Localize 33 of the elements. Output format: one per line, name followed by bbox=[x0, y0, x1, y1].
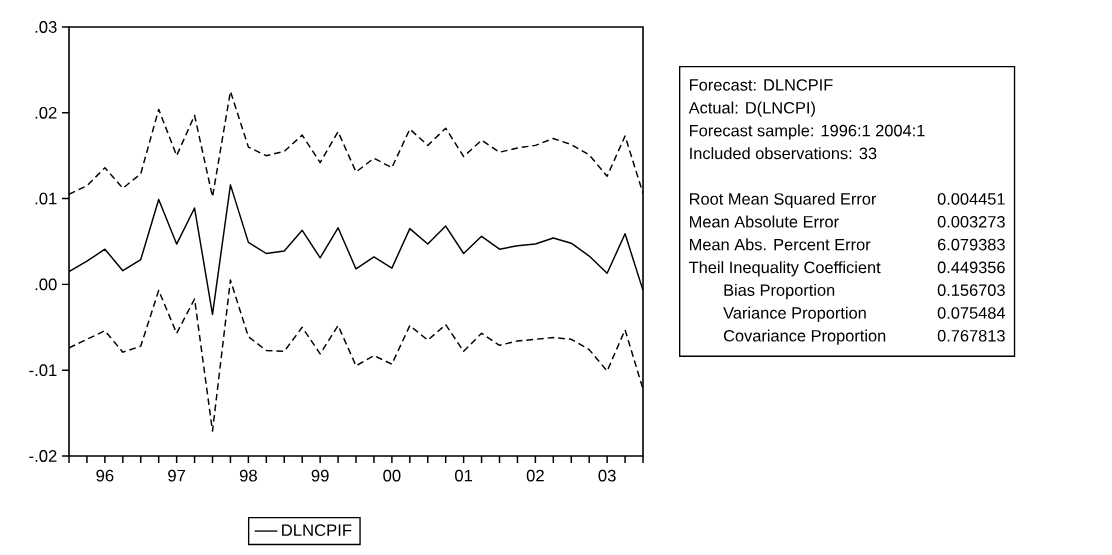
category-label: Mean Absolute Error bbox=[690, 215, 839, 228]
legend-label: DLNCPIF bbox=[282, 524, 352, 537]
x-tick-label: 97 bbox=[168, 469, 186, 482]
x-tick-label: 00 bbox=[383, 469, 401, 482]
text: Forecast sample: 1996:1 2004:1 bbox=[690, 124, 925, 140]
category-label: Variance Proportion bbox=[723, 306, 866, 323]
text: Forecast: DLNCPIF bbox=[690, 79, 833, 91]
x-tick-label: 02 bbox=[526, 469, 544, 482]
category-label: Root Mean Squared Error bbox=[690, 192, 877, 209]
y-tick-label: -.01 bbox=[29, 364, 57, 377]
text: Actual: D(LNCPI) bbox=[688, 101, 815, 117]
data-label: 0.449356 bbox=[937, 261, 1005, 274]
data-label: 0.767813 bbox=[937, 329, 1005, 342]
category-label: Theil Inequality Coefficient bbox=[689, 261, 881, 277]
x-tick-label: 99 bbox=[311, 469, 329, 482]
text: Included observations: 33 bbox=[690, 147, 877, 160]
x-tick-label: 01 bbox=[455, 469, 473, 482]
data-label: 0.156703 bbox=[937, 284, 1005, 296]
x-tick-label: 03 bbox=[598, 469, 616, 482]
data-label: 6.079383 bbox=[937, 238, 1005, 251]
data-label: 0.004451 bbox=[937, 193, 1005, 205]
category-label: Bias Proportion bbox=[724, 283, 835, 300]
y-tick-label: .01 bbox=[35, 192, 57, 205]
category-label: Mean Abs. Percent Error bbox=[690, 238, 871, 251]
data-label: 0.075484 bbox=[937, 307, 1006, 319]
x-tick-label: 98 bbox=[239, 469, 257, 482]
y-tick-label: .03 bbox=[35, 21, 57, 33]
category-label: Covariance Proportion bbox=[723, 329, 886, 345]
data-label: 0.003273 bbox=[937, 215, 1005, 228]
y-tick-label: .02 bbox=[35, 106, 57, 119]
y-tick-label: -.02 bbox=[29, 450, 57, 462]
x-tick-label: 96 bbox=[96, 469, 114, 482]
y-tick-label: .00 bbox=[35, 278, 57, 291]
